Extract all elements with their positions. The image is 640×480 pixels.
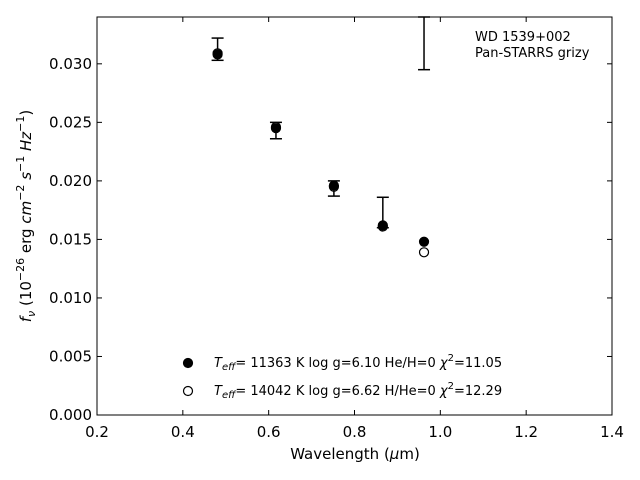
- x-tick-label: 1.0: [428, 423, 452, 441]
- x-axis-label: Wavelength (μm): [290, 445, 420, 463]
- legend-marker-open: [182, 385, 194, 397]
- model-point-filled: [328, 180, 339, 191]
- y-tick-label: 0.030: [49, 55, 92, 73]
- x-tick-label: 0.2: [85, 423, 109, 441]
- y-tick-label: 0.025: [49, 113, 92, 131]
- legend-entry-1: Teff= 11363 K log g=6.10 He/H=0 χ2=11.05: [214, 353, 502, 373]
- model-point-filled: [212, 49, 223, 60]
- x-axis-ticks: 0.2 0.4 0.6 0.8 1.0 1.2 1.4: [85, 17, 624, 441]
- y-tick-label: 0.010: [49, 289, 92, 307]
- error-bars: [211, 16, 431, 229]
- y-tick-label: 0.020: [49, 172, 92, 190]
- x-tick-label: 0.4: [171, 423, 195, 441]
- annotation-line-1: WD 1539+002: [475, 30, 571, 45]
- y-axis-label: fν (10−26 erg cm−2 s−1 Hz−1): [14, 110, 38, 322]
- annotation-line-2: Pan-STARRS grizy: [475, 46, 590, 61]
- data-points: [212, 48, 430, 258]
- model-point-open: [418, 247, 430, 258]
- legend-marker-filled: [182, 357, 194, 369]
- model-point-filled: [270, 123, 282, 134]
- y-tick-label: 0.005: [49, 347, 92, 365]
- model-point-filled: [377, 220, 388, 231]
- y-tick-label: 0.015: [49, 230, 92, 248]
- x-tick-label: 1.4: [600, 423, 624, 441]
- model-point-filled: [418, 236, 430, 247]
- y-axis-ticks: 0.000 0.005 0.010 0.015 0.020 0.025 0.030: [49, 55, 612, 424]
- y-tick-label: 0.000: [49, 406, 92, 424]
- legend: Teff= 11363 K log g=6.10 He/H=0 χ2=11.05…: [182, 353, 502, 401]
- legend-entry-2: Teff= 14042 K log g=6.62 H/He=0 χ2=12.29: [214, 381, 502, 401]
- x-tick-label: 0.8: [343, 423, 367, 441]
- x-tick-label: 0.6: [257, 423, 281, 441]
- x-tick-label: 1.2: [514, 423, 538, 441]
